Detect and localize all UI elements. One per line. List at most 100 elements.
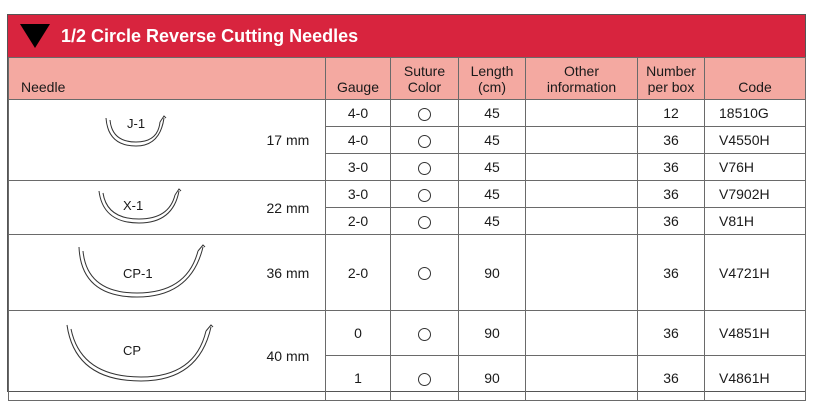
header-gauge: Gauge: [325, 57, 391, 100]
circle-icon: [418, 327, 431, 341]
header-number-per-box: Number per box: [637, 57, 705, 100]
gauge-cell: 2-0: [325, 207, 391, 235]
length-cell: 90: [458, 310, 526, 356]
needle-name: J-1: [127, 116, 146, 131]
suture-color-cell: [390, 153, 459, 181]
needle-name: CP: [123, 343, 142, 358]
header-other-line2: information: [546, 78, 617, 95]
number-cell: 36: [637, 153, 705, 181]
length-cell: 90: [458, 355, 526, 401]
number-cell: 36: [637, 310, 705, 356]
suture-color-cell: [390, 180, 459, 208]
circle-icon: [418, 188, 431, 202]
gauge-cell: 2-0: [325, 234, 391, 311]
header-length-line2: (cm): [478, 78, 506, 95]
other-cell: [525, 99, 638, 127]
needle-cp-icon: [66, 324, 214, 382]
needle-illustration-x1: X-1: [8, 180, 259, 235]
other-cell: [525, 234, 638, 311]
circle-icon: [418, 267, 431, 281]
code-cell: V81H: [704, 207, 806, 235]
needle-illustration-j1: J-1: [8, 99, 259, 181]
page-title: 1/2 Circle Reverse Cutting Needles: [61, 25, 359, 46]
suture-color-cell: [390, 310, 459, 356]
header-length-line1: Length: [470, 62, 514, 79]
header-row: Needle Gauge Suture Color Length (cm) Ot…: [8, 57, 806, 100]
suture-color-cell: [390, 126, 459, 154]
needle-size: 17 mm: [258, 99, 326, 181]
other-cell: [525, 207, 638, 235]
other-cell: [525, 126, 638, 154]
circle-icon: [418, 161, 431, 175]
needle-illustration-cp1: CP-1: [8, 234, 259, 311]
needle-j1-icon: [105, 115, 167, 147]
code-cell: V7902H: [704, 180, 806, 208]
code-cell: V4861H: [704, 355, 806, 401]
header-suture-color-line2: Color: [407, 78, 442, 95]
other-cell: [525, 310, 638, 356]
header-needle: Needle: [8, 57, 326, 100]
needle-size: 40 mm: [258, 310, 326, 401]
table-row: 4-0 45 36 V4550H: [9, 126, 806, 154]
length-cell: 45: [458, 180, 526, 208]
table-row: CP-1 36 mm 2-0 90 36 V4721H: [8, 234, 806, 311]
gauge-cell: 4-0: [325, 99, 391, 127]
code-cell: 18510G: [704, 99, 806, 127]
length-cell: 45: [458, 153, 526, 181]
gauge-cell: 3-0: [325, 153, 391, 181]
table-row: 2-0 45 36 V81H: [9, 207, 806, 235]
number-cell: 12: [637, 99, 705, 127]
other-cell: [525, 153, 638, 181]
length-cell: 45: [458, 126, 526, 154]
code-cell: V76H: [704, 153, 806, 181]
header-length: Length (cm): [458, 57, 526, 100]
table-row: CP 40 mm 0 90 36 V4851H: [8, 310, 806, 401]
gauge-cell: 1: [325, 355, 391, 401]
suture-color-cell: [390, 234, 459, 311]
header-suture-color-line1: Suture: [403, 62, 446, 79]
number-cell: 36: [637, 180, 705, 208]
needle-x1-icon: [98, 188, 182, 224]
needle-cp1-icon: [78, 244, 206, 298]
needle-size: 22 mm: [258, 180, 326, 235]
needle-size: 36 mm: [258, 234, 326, 311]
length-cell: 90: [458, 234, 526, 311]
other-cell: [525, 355, 638, 401]
circle-icon: [418, 372, 431, 386]
needle-name: CP-1: [123, 266, 153, 281]
needle-name: X-1: [123, 198, 144, 213]
table-row: J-1 17 mm 4-0 45 12 18510G: [8, 99, 806, 181]
suture-color-cell: [390, 207, 459, 235]
suture-color-cell: [390, 99, 459, 127]
other-cell: [525, 180, 638, 208]
needle-table: Needle Gauge Suture Color Length (cm) Ot…: [8, 57, 806, 401]
header-code: Code: [704, 57, 806, 100]
needle-catalog-table-frame: 1/2 Circle Reverse Cutting Needles Needl…: [7, 14, 806, 401]
code-cell: V4721H: [704, 234, 806, 311]
length-cell: 45: [458, 207, 526, 235]
length-cell: 45: [458, 99, 526, 127]
code-cell: V4851H: [704, 310, 806, 356]
number-cell: 36: [637, 234, 705, 311]
suture-color-cell: [390, 355, 459, 401]
circle-icon: [418, 134, 431, 148]
number-cell: 36: [637, 355, 705, 401]
code-cell: V4550H: [704, 126, 806, 154]
number-cell: 36: [637, 207, 705, 235]
triangle-marker-icon: [20, 24, 50, 48]
needle-illustration-cp: CP: [8, 310, 259, 401]
table-row: 1 90 36 V4861H: [9, 355, 806, 401]
title-bar: 1/2 Circle Reverse Cutting Needles: [8, 15, 805, 57]
header-number-line2: per box: [647, 78, 695, 95]
gauge-cell: 0: [325, 310, 391, 356]
circle-icon: [418, 107, 431, 121]
header-number-line1: Number: [646, 62, 696, 79]
gauge-cell: 3-0: [325, 180, 391, 208]
header-other-information: Other information: [525, 57, 638, 100]
number-cell: 36: [637, 126, 705, 154]
header-other-line1: Other: [563, 62, 599, 79]
gauge-cell: 4-0: [325, 126, 391, 154]
header-suture-color: Suture Color: [390, 57, 459, 100]
table-row: X-1 22 mm 3-0 45 36 V7902H: [8, 180, 806, 235]
circle-icon: [418, 215, 431, 229]
